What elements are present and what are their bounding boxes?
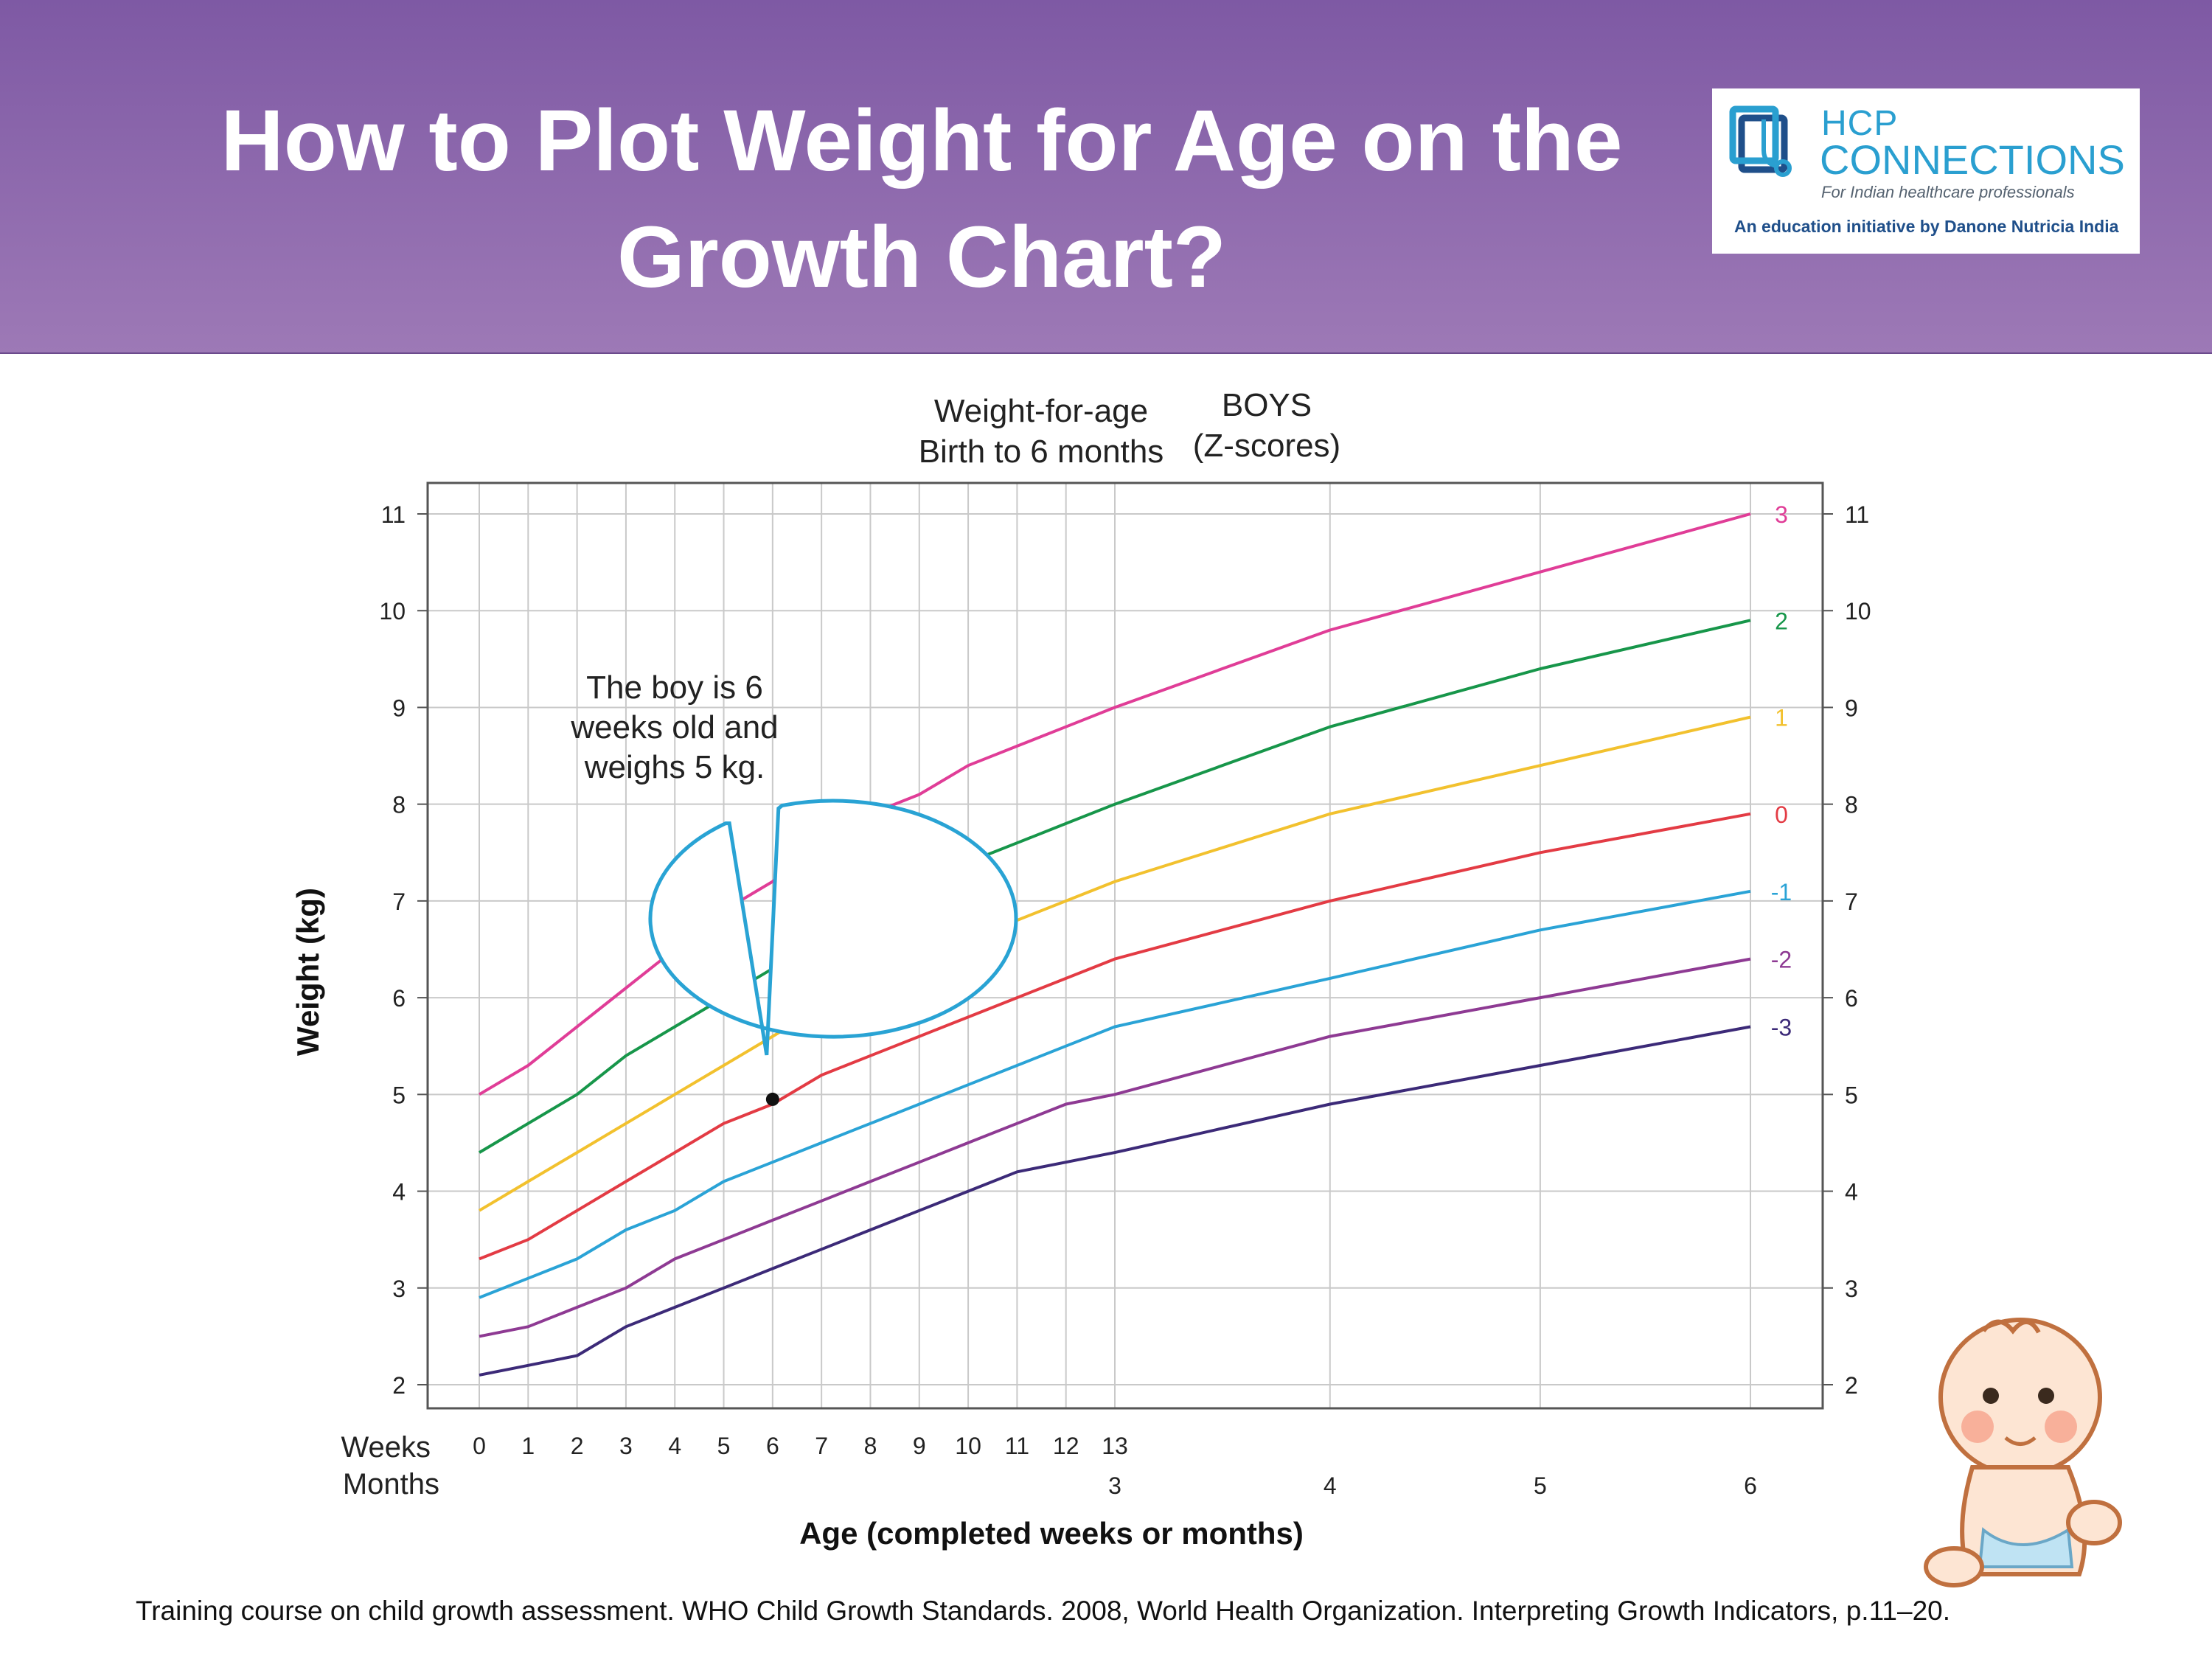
callout-text-line: The boy is 6 xyxy=(586,669,763,706)
z-score-label--1: -1 xyxy=(1771,879,1792,905)
week-tick-label: 3 xyxy=(619,1433,633,1459)
y-tick-label-left: 5 xyxy=(392,1082,406,1108)
month-tick-label: 6 xyxy=(1744,1472,1757,1499)
plot-frame xyxy=(426,481,1824,1410)
logo-tagline: An education initiative by Danone Nutric… xyxy=(1734,217,2119,236)
hcp-connections-logo: HCP CONNECTIONS For Indian healthcare pr… xyxy=(1712,88,2140,254)
z-score-line-0 xyxy=(479,812,1751,1261)
week-tick-label: 6 xyxy=(766,1433,779,1459)
y-tick-label-left: 10 xyxy=(379,598,406,625)
y-tick-label-right: 5 xyxy=(1845,1082,1858,1108)
y-tick-label-left: 7 xyxy=(392,888,406,915)
z-score-label-3: 3 xyxy=(1775,501,1788,528)
y-tick-label-right: 7 xyxy=(1845,888,1858,915)
callout-text: The boy is 6 weeks old and weighs 5 kg. xyxy=(570,669,778,785)
header-band: How to Plot Weight for Age on the Growth… xyxy=(0,0,2212,354)
week-tick-label: 8 xyxy=(864,1433,877,1459)
chart-group: BOYS xyxy=(1222,387,1312,423)
callout-text-line: weighs 5 kg. xyxy=(584,749,765,785)
week-tick-label: 2 xyxy=(571,1433,584,1459)
y-tick-label-right: 3 xyxy=(1845,1276,1858,1302)
week-tick-label: 11 xyxy=(1005,1433,1029,1459)
y-tick-label-right: 10 xyxy=(1845,598,1871,625)
logo-brand-main: CONNECTIONS xyxy=(1820,136,2125,183)
week-row-label: Weeks xyxy=(341,1431,431,1464)
plotted-data-point xyxy=(765,1092,779,1106)
y-tick-label-right: 8 xyxy=(1845,792,1858,818)
week-tick-label: 4 xyxy=(668,1433,681,1459)
week-tick-label: 10 xyxy=(955,1433,981,1459)
y-tick-label-right: 11 xyxy=(1845,501,1869,528)
y-tick-label-left: 2 xyxy=(392,1372,406,1399)
month-row-label: Months xyxy=(343,1468,439,1500)
week-tick-label: 13 xyxy=(1102,1433,1128,1459)
logo-brand-top: HCP xyxy=(1821,104,1899,143)
x-axis-label: Age (completed weeks or months) xyxy=(799,1516,1304,1551)
y-tick-label-right: 2 xyxy=(1845,1372,1858,1399)
week-tick-label: 5 xyxy=(717,1433,731,1459)
week-tick-label: 12 xyxy=(1053,1433,1079,1459)
y-tick-label-left: 9 xyxy=(392,695,406,721)
z-score-label-0: 0 xyxy=(1775,801,1788,828)
month-tick-label: 5 xyxy=(1534,1472,1547,1499)
z-score-line--1 xyxy=(479,889,1751,1299)
week-tick-label: 0 xyxy=(473,1433,486,1459)
x-axis-ticks: 0 1 2 3 4 5 6 7 8 9 10 11 12 133 4 5 6 xyxy=(473,1433,1757,1499)
citation: Training course on child growth assessme… xyxy=(136,1596,1951,1626)
y-tick-label-left: 3 xyxy=(392,1276,406,1302)
chart-title: Weight-for-age xyxy=(934,393,1148,429)
z-score-line--3 xyxy=(479,1025,1751,1377)
y-tick-label-right: 9 xyxy=(1845,695,1858,721)
z-score-labels: 3 2 1 0 -1 -2 -3 xyxy=(1771,501,1792,1040)
month-tick-label: 4 xyxy=(1324,1472,1337,1499)
callout-bubble xyxy=(648,799,1018,1056)
z-score-label-2: 2 xyxy=(1775,608,1788,634)
slide-title: How to Plot Weight for Age on the Growth… xyxy=(220,92,1623,306)
y-tick-label-left: 6 xyxy=(392,985,406,1012)
week-tick-label: 9 xyxy=(913,1433,926,1459)
weight-for-age-chart: Weight-for-age Birth to 6 months BOYS (Z… xyxy=(291,387,1871,1551)
y-tick-label-right: 4 xyxy=(1845,1179,1858,1206)
logo-subtitle: For Indian healthcare professionals xyxy=(1821,183,2075,201)
z-score-line--2 xyxy=(479,957,1751,1338)
month-tick-label: 3 xyxy=(1108,1472,1121,1499)
y-tick-label-left: 8 xyxy=(392,792,406,818)
chart-group-note: (Z-scores) xyxy=(1193,428,1340,464)
baby-illustration xyxy=(1924,1318,2122,1587)
z-score-label-1: 1 xyxy=(1775,705,1788,731)
y-axis-label: Weight (kg) xyxy=(291,888,325,1056)
z-score-label--3: -3 xyxy=(1771,1014,1792,1040)
chart-grid xyxy=(428,483,1823,1408)
y-tick-label-left: 4 xyxy=(392,1179,406,1206)
week-tick-label: 1 xyxy=(521,1433,535,1459)
week-tick-label: 7 xyxy=(815,1433,828,1459)
y-tick-label-left: 11 xyxy=(381,501,406,528)
annotation-callout: The boy is 6 weeks old and weighs 5 kg. xyxy=(570,669,1018,1056)
stethoscope-logo-icon xyxy=(1729,105,1792,177)
y-tick-label-right: 6 xyxy=(1845,985,1858,1012)
callout-text-line: weeks old and xyxy=(570,709,778,745)
z-score-label--2: -2 xyxy=(1771,947,1792,973)
chart-subtitle: Birth to 6 months xyxy=(919,434,1164,470)
